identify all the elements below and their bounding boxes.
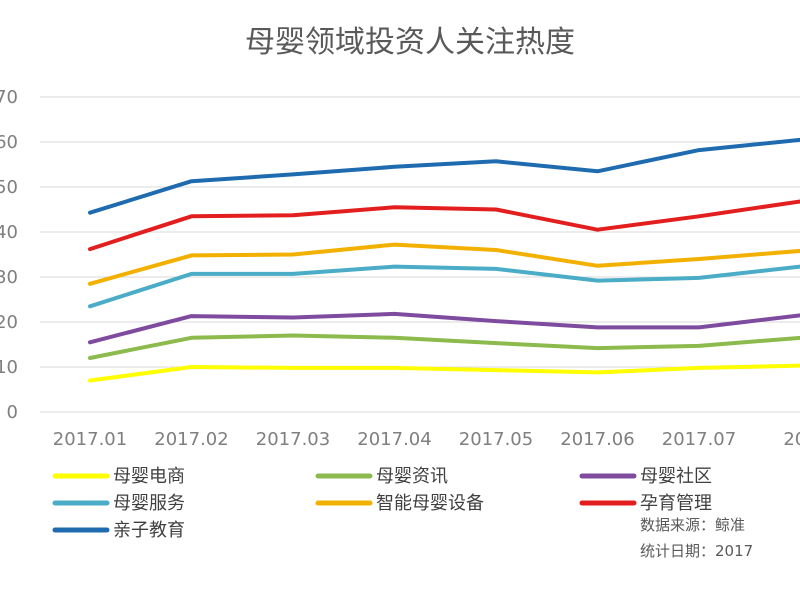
legend-item: 母婴电商 (52, 466, 185, 487)
source-note: 数据来源：鲸准 统计日期：2017 (640, 516, 753, 560)
y-tick-label: 10 (0, 357, 18, 378)
series-line (88, 363, 800, 383)
chart-title: 母婴领域投资人关注热度 (245, 25, 575, 60)
legend-item: 孕育管理 (579, 493, 712, 514)
x-tick-label: 2017.06 (560, 429, 634, 450)
x-tick-label: 2017.05 (459, 429, 533, 450)
date-line: 统计日期：2017 (640, 542, 753, 560)
series-line (88, 137, 800, 215)
x-tick-label: 2017.02 (154, 429, 228, 450)
grid-lines (40, 96, 800, 413)
legend-label: 母婴资讯 (376, 466, 448, 487)
legend-item: 亲子教育 (52, 520, 185, 541)
x-tick-label: 2017.01 (53, 429, 127, 450)
legend-label: 母婴电商 (113, 466, 185, 487)
legend-item: 母婴资讯 (315, 466, 448, 487)
series-line (88, 311, 800, 345)
legend-label: 智能母婴设备 (376, 493, 484, 514)
y-tick-label: 0 (7, 402, 18, 423)
series-line (88, 264, 800, 309)
x-tick-label: 2017.03 (256, 429, 330, 450)
x-tick-label: 201 (783, 429, 800, 450)
source-line: 数据来源：鲸准 (640, 516, 745, 534)
y-tick-label: 60 (0, 132, 18, 153)
y-axis-ticks: 0 10 20 30 40 50 60 70 (0, 87, 18, 423)
x-axis-ticks: 2017.01 2017.02 2017.03 2017.04 2017.05 2017.… (53, 429, 800, 450)
y-tick-label: 70 (0, 87, 18, 108)
series-line (88, 333, 800, 360)
series-lines (88, 137, 800, 383)
y-tick-label: 20 (0, 312, 18, 333)
y-tick-label: 30 (0, 267, 18, 288)
series-line (88, 242, 800, 286)
x-tick-label: 2017.07 (662, 429, 736, 450)
legend-label: 母婴社区 (640, 466, 712, 487)
x-tick-label: 2017.04 (357, 429, 431, 450)
legend-item: 母婴社区 (579, 466, 712, 487)
legend-label: 母婴服务 (113, 493, 185, 514)
legend-item: 智能母婴设备 (315, 493, 484, 514)
y-tick-label: 50 (0, 177, 18, 198)
legend-label: 孕育管理 (640, 493, 712, 514)
legend-item: 母婴服务 (52, 493, 185, 514)
legend-label: 亲子教育 (113, 520, 185, 541)
series-line (88, 199, 800, 252)
y-tick-label: 40 (0, 222, 18, 243)
